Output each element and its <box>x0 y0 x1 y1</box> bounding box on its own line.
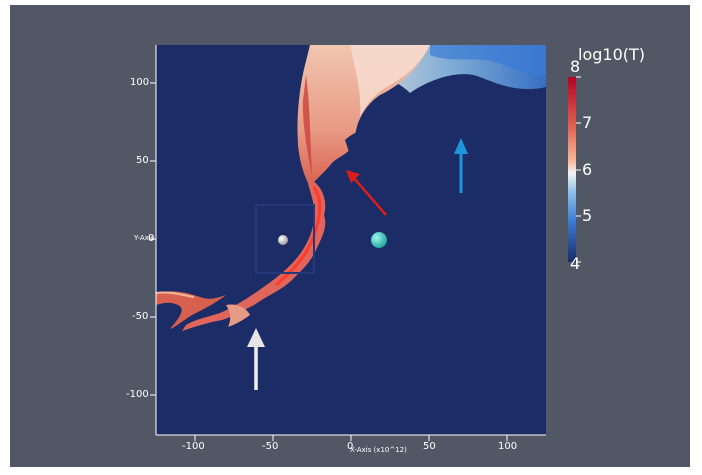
colorbar-label: 4 <box>570 254 581 273</box>
blue-arrow-icon <box>454 138 468 193</box>
y-ticks <box>150 82 156 396</box>
teal-sphere-icon <box>371 232 387 248</box>
x-tick-label: 0 <box>347 441 354 452</box>
y-axis-title: Y-Axis <box>134 234 155 242</box>
white-arrow-icon <box>247 328 265 390</box>
render-viewport[interactable]: -100 -50 0 50 100 X-Axis (x10^12) 100 50… <box>10 5 690 467</box>
x-tick-label: 50 <box>423 441 436 452</box>
red-arrow-icon <box>346 170 387 216</box>
x-tick-label: -100 <box>182 441 205 452</box>
x-axis-title: X-Axis (x10^12) <box>350 446 407 454</box>
colorbar-label: 8 <box>570 57 581 76</box>
x-tick-label: -50 <box>262 441 279 452</box>
y-tick-label: 0 <box>148 233 155 244</box>
plot-canvas <box>150 45 581 441</box>
shock-filament <box>182 180 326 331</box>
x-ticks <box>194 435 508 441</box>
colorbar-title: log10(T) <box>578 45 646 64</box>
colorbar-label: 7 <box>582 113 593 132</box>
x-tick-label: 100 <box>498 441 518 452</box>
colorbar-label: 6 <box>582 160 593 179</box>
y-tick-label: 50 <box>136 155 149 166</box>
inner-box-outline <box>255 204 315 274</box>
grey-sphere-icon <box>278 235 288 245</box>
colorbar-bar <box>568 77 576 262</box>
y-tick-label: -50 <box>132 311 149 322</box>
y-tick-label: 100 <box>130 77 150 88</box>
colorbar-ticks <box>576 76 581 263</box>
colorbar-label: 5 <box>582 206 593 225</box>
y-tick-label: -100 <box>126 389 149 400</box>
